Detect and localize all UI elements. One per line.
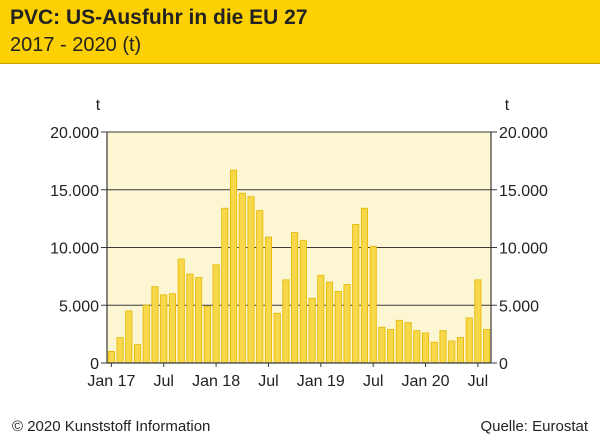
bar-may-17 <box>142 304 150 364</box>
bar-sep-19 <box>387 329 395 364</box>
y-tick-label-right: 10.000 <box>499 241 548 258</box>
bar-aug-17 <box>168 293 176 364</box>
bar-oct-18 <box>291 232 299 364</box>
header-banner: PVC: US-Ausfuhr in die EU 27 2017 - 2020… <box>0 0 600 64</box>
x-tick-label: Jan 19 <box>297 373 345 390</box>
bar-dec-18 <box>308 297 316 364</box>
x-tick-label: Jul <box>468 373 488 390</box>
y-tick-label-right: 15.000 <box>499 183 548 200</box>
chart-area: 0 0 5.000 5.000 10.000 10.000 15.000 15.000 20.0… <box>0 64 600 404</box>
bar-mar-20 <box>439 330 447 364</box>
y-tick-label-right: 20.000 <box>499 125 548 142</box>
y-tick-label-right: 5.000 <box>499 298 539 315</box>
y-tick-label-left: 20.000 <box>50 125 99 142</box>
bar-jul-17 <box>160 294 168 364</box>
bar-apr-18 <box>238 192 246 364</box>
y-tick-label-left: 5.000 <box>59 298 99 315</box>
bar-dec-19 <box>413 330 421 364</box>
bar-mar-18 <box>230 169 238 364</box>
y-tick-label-left: 15.000 <box>50 183 99 200</box>
bar-may-20 <box>456 337 464 364</box>
x-tick-label: Jan 18 <box>192 373 240 390</box>
copyright-text: © 2020 Kunststoff Information <box>12 418 211 435</box>
bar-apr-19 <box>343 284 351 364</box>
x-tick-label: Jan 20 <box>402 373 450 390</box>
bar-jun-18 <box>256 210 264 364</box>
bar-nov-17 <box>195 277 203 364</box>
x-tick-label: Jul <box>258 373 278 390</box>
x-tick-label: Jul <box>154 373 174 390</box>
bar-mar-19 <box>334 290 342 364</box>
bar-oct-17 <box>186 273 194 364</box>
y-tick-label-left: 10.000 <box>50 241 99 258</box>
bar-may-18 <box>247 196 255 364</box>
chart-subtitle: 2017 - 2020 (t) <box>10 34 142 56</box>
bar-feb-18 <box>221 207 229 364</box>
bar-dec-17 <box>203 306 211 364</box>
bar-feb-17 <box>116 337 124 364</box>
bar-jun-17 <box>151 286 159 364</box>
bar-jul-19 <box>369 245 377 364</box>
y-tick-label-right: 0 <box>499 356 508 373</box>
bar-aug-18 <box>273 312 281 364</box>
y-axis-unit-right: t <box>505 97 510 114</box>
bar-jul-18 <box>264 236 272 364</box>
x-tick-label: Jul <box>363 373 383 390</box>
y-axis-unit-left: t <box>96 97 101 114</box>
bar-jan-18 <box>212 264 220 364</box>
bar-sep-17 <box>177 258 185 364</box>
bar-oct-19 <box>395 319 403 364</box>
bar-jan-20 <box>422 332 430 364</box>
bar-aug-19 <box>378 326 386 364</box>
chart-title: PVC: US-Ausfuhr in die EU 27 <box>10 6 308 29</box>
bar-jul-20 <box>474 279 482 364</box>
bar-jan-19 <box>317 274 325 364</box>
bar-jun-20 <box>465 317 473 364</box>
bar-apr-20 <box>448 340 456 364</box>
bar-sep-18 <box>282 279 290 364</box>
bar-jun-19 <box>360 207 368 364</box>
bar-jan-17 <box>107 351 115 364</box>
bar-nov-19 <box>404 322 412 364</box>
bar-chart: 0 0 5.000 5.000 10.000 10.000 15.000 15.000 20.0… <box>50 97 548 390</box>
bar-may-19 <box>352 223 360 364</box>
bar-mar-17 <box>125 310 133 364</box>
bar-apr-17 <box>134 344 142 364</box>
bar-feb-19 <box>326 281 334 364</box>
bar-aug-20 <box>483 329 491 364</box>
x-tick-label: Jan 17 <box>87 373 135 390</box>
bar-nov-18 <box>299 240 307 364</box>
y-tick-label-left: 0 <box>90 356 99 373</box>
bar-feb-20 <box>430 341 438 364</box>
source-text: Quelle: Eurostat <box>480 418 588 435</box>
